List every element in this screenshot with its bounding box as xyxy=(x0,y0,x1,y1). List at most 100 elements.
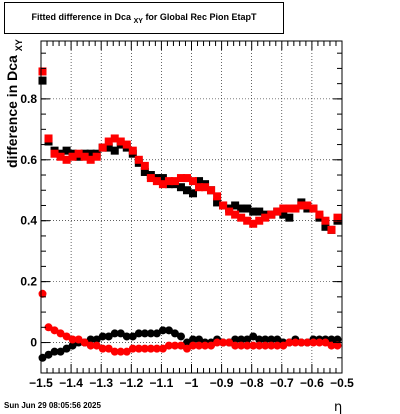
data-point-s3 xyxy=(273,341,282,350)
data-point-s3 xyxy=(134,344,143,353)
data-point-s1 xyxy=(255,216,264,225)
data-point-s3 xyxy=(321,338,330,347)
data-point-s1 xyxy=(249,219,258,228)
data-point-s1 xyxy=(134,155,143,164)
data-point-s3 xyxy=(201,341,210,350)
data-point-s0 xyxy=(195,177,204,186)
data-point-s1 xyxy=(237,213,246,222)
data-point-s1 xyxy=(309,204,318,213)
data-point-s3 xyxy=(74,335,83,344)
x-tick-label: −0.8 xyxy=(240,376,264,390)
data-point-s1 xyxy=(279,204,288,213)
y-axis-label-main: difference in Dca xyxy=(4,55,20,168)
data-point-s3 xyxy=(219,338,228,347)
data-point-s3 xyxy=(56,329,65,338)
data-point-s0 xyxy=(104,143,113,152)
y-tick-label: 0.4 xyxy=(20,214,37,228)
data-point-s3 xyxy=(176,341,185,350)
data-point-s3 xyxy=(333,341,342,350)
data-point-s3 xyxy=(92,341,101,350)
data-point-s3 xyxy=(261,341,270,350)
x-tick-label: −0.7 xyxy=(270,376,294,390)
data-point-s3 xyxy=(309,338,318,347)
data-point-s2 xyxy=(44,350,53,359)
data-point-s1 xyxy=(321,216,330,225)
y-tick-label: 0.8 xyxy=(20,92,37,106)
data-point-s1 xyxy=(231,210,240,219)
data-point-s1 xyxy=(104,137,113,146)
data-point-s2 xyxy=(104,332,113,341)
data-point-s3 xyxy=(285,338,294,347)
data-point-s0 xyxy=(285,213,294,222)
data-point-s1 xyxy=(158,180,167,189)
data-point-s1 xyxy=(56,152,65,161)
data-point-s3 xyxy=(182,344,191,353)
x-tick-label: −1 xyxy=(185,376,199,390)
data-point-s1 xyxy=(110,134,119,143)
x-tick-label: −1.1 xyxy=(150,376,174,390)
data-point-s0 xyxy=(158,174,167,183)
data-point-s1 xyxy=(170,177,179,186)
data-point-s0 xyxy=(279,210,288,219)
data-point-s1 xyxy=(315,210,324,219)
axis-ticks: −1.5 −1.4 −1.3 −1.2 −1.1 −1 −0.9 −0.8 −0.7 −0.6 −0… xyxy=(20,41,354,390)
data-point-s2 xyxy=(146,329,155,338)
data-point-s0 xyxy=(38,76,47,85)
data-point-s2 xyxy=(158,326,167,335)
data-point-s3 xyxy=(50,326,59,335)
data-point-s3 xyxy=(128,344,137,353)
data-point-s1 xyxy=(207,186,216,195)
data-point-s2 xyxy=(243,335,252,344)
data-point-s1 xyxy=(261,213,270,222)
data-point-s0 xyxy=(255,207,264,216)
data-point-s3 xyxy=(116,347,125,356)
x-axis-label: η xyxy=(334,400,342,414)
data-point-s1 xyxy=(291,204,300,213)
chart-title-suffix: for Global Rec Pion EtapT xyxy=(145,12,257,22)
data-point-s3 xyxy=(315,338,324,347)
data-point-s0 xyxy=(237,204,246,213)
data-point-s1 xyxy=(327,225,336,234)
data-point-s3 xyxy=(297,338,306,347)
data-point-s2 xyxy=(261,335,270,344)
data-point-s0 xyxy=(62,146,71,155)
data-point-s1 xyxy=(44,134,53,143)
data-point-s0 xyxy=(321,222,330,231)
data-point-s0 xyxy=(182,186,191,195)
data-point-s0 xyxy=(213,198,222,207)
data-point-s3 xyxy=(158,344,167,353)
data-point-s2 xyxy=(110,329,119,338)
x-tick-label: −0.5 xyxy=(330,376,354,390)
x-tick-label: −0.6 xyxy=(300,376,324,390)
data-point-s2 xyxy=(333,335,342,344)
data-point-s1 xyxy=(128,146,137,155)
data-point-s1 xyxy=(285,204,294,213)
data-point-s1 xyxy=(74,149,83,158)
data-point-s1 xyxy=(38,67,47,76)
data-point-s2 xyxy=(176,332,185,341)
data-point-s1 xyxy=(225,207,234,216)
data-point-s2 xyxy=(56,347,65,356)
data-point-s1 xyxy=(176,174,185,183)
data-point-s1 xyxy=(92,152,101,161)
data-point-s1 xyxy=(219,201,228,210)
x-tick-label: −1.4 xyxy=(59,376,83,390)
data-point-s3 xyxy=(164,341,173,350)
data-point-s3 xyxy=(267,341,276,350)
data-point-s0 xyxy=(86,149,95,158)
data-point-s2 xyxy=(152,329,161,338)
timestamp: Sun Jun 29 08:05:56 2025 xyxy=(4,401,101,410)
data-point-s1 xyxy=(62,155,71,164)
data-point-s2 xyxy=(327,335,336,344)
data-point-s2 xyxy=(122,332,131,341)
data-point-s3 xyxy=(62,332,71,341)
data-point-s1 xyxy=(164,177,173,186)
data-point-s3 xyxy=(327,341,336,350)
data-point-s3 xyxy=(104,344,113,353)
data-point-s1 xyxy=(122,140,131,149)
data-point-s2 xyxy=(50,347,59,356)
data-point-s2 xyxy=(164,326,173,335)
y-tick-label: 0.2 xyxy=(20,275,37,289)
data-point-s2 xyxy=(170,329,179,338)
